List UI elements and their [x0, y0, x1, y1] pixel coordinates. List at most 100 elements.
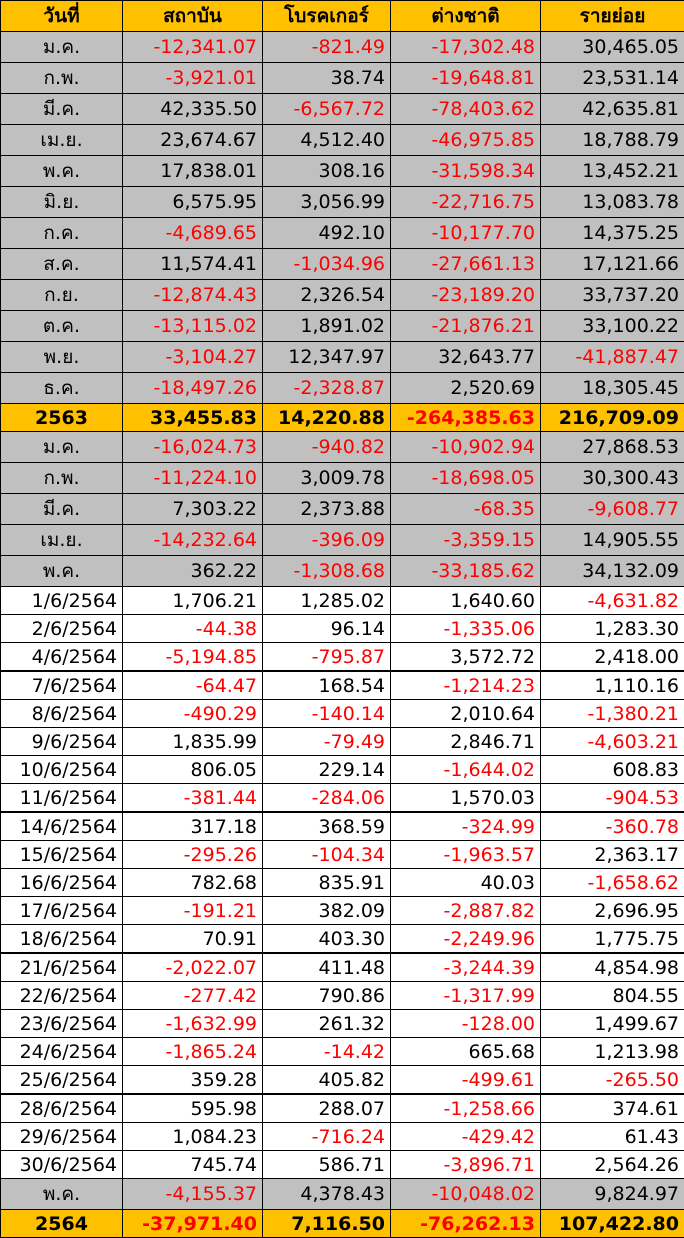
cell-foreign: -1,963.57 — [391, 841, 541, 869]
cell-retail: 30,300.43 — [541, 463, 684, 494]
cell-broker: 403.30 — [263, 925, 391, 954]
cell-retail: 2,418.00 — [541, 643, 684, 672]
cell-date: 21/6/2564 — [1, 953, 123, 982]
cell-retail: 13,452.21 — [541, 156, 684, 187]
cell-retail: 33,737.20 — [541, 280, 684, 311]
header-retail: รายย่อย — [541, 1, 684, 32]
cell-date: 28/6/2564 — [1, 1094, 123, 1123]
cell-foreign: 1,570.03 — [391, 784, 541, 813]
cell-institution: -12,874.43 — [123, 280, 263, 311]
cell-broker: 168.54 — [263, 671, 391, 700]
cell-foreign: -3,244.39 — [391, 953, 541, 982]
cell-broker: -1,034.96 — [263, 249, 391, 280]
cell-foreign: -1,214.23 — [391, 671, 541, 700]
cell-institution: -3,921.01 — [123, 63, 263, 94]
cell-foreign: -324.99 — [391, 812, 541, 841]
cell-foreign: -21,876.21 — [391, 311, 541, 342]
cell-retail: 608.83 — [541, 756, 684, 784]
cell-date: มิ.ย. — [1, 187, 123, 218]
cell-date: พ.ค. — [1, 1179, 123, 1210]
cell-broker: -821.49 — [263, 32, 391, 63]
cell-institution: -18,497.26 — [123, 373, 263, 404]
cell-date: 24/6/2564 — [1, 1038, 123, 1066]
cell-institution: 806.05 — [123, 756, 263, 784]
cell-retail: -41,887.47 — [541, 342, 684, 373]
cell-institution: -16,024.73 — [123, 432, 263, 463]
cell-institution: -1,865.24 — [123, 1038, 263, 1066]
cell-retail: 13,083.78 — [541, 187, 684, 218]
cell-institution: -4,155.37 — [123, 1179, 263, 1210]
cell-broker: 368.59 — [263, 812, 391, 841]
header-foreign: ต่างชาติ — [391, 1, 541, 32]
cell-foreign: -2,249.96 — [391, 925, 541, 954]
cell-retail: 107,422.80 — [541, 1210, 684, 1238]
cell-retail: 1,213.98 — [541, 1038, 684, 1066]
cell-institution: 1,706.21 — [123, 587, 263, 615]
cell-date: มี.ค. — [1, 94, 123, 125]
cell-broker: 790.86 — [263, 982, 391, 1010]
cell-broker: -140.14 — [263, 700, 391, 728]
cell-foreign: -429.42 — [391, 1123, 541, 1151]
cell-foreign: -31,598.34 — [391, 156, 541, 187]
cell-institution: -381.44 — [123, 784, 263, 813]
cell-broker: 308.16 — [263, 156, 391, 187]
cell-broker: 96.14 — [263, 615, 391, 643]
cell-institution: -13,115.02 — [123, 311, 263, 342]
cell-retail: -1,380.21 — [541, 700, 684, 728]
cell-foreign: -499.61 — [391, 1066, 541, 1095]
cell-institution: 362.22 — [123, 556, 263, 587]
cell-retail: -904.53 — [541, 784, 684, 813]
cell-institution: -1,632.99 — [123, 1010, 263, 1038]
cell-institution: -11,224.10 — [123, 463, 263, 494]
cell-broker: -284.06 — [263, 784, 391, 813]
cell-retail: 216,709.09 — [541, 404, 684, 432]
cell-institution: 1,835.99 — [123, 728, 263, 756]
cell-broker: 2,326.54 — [263, 280, 391, 311]
cell-retail: 804.55 — [541, 982, 684, 1010]
cell-broker: -104.34 — [263, 841, 391, 869]
cell-institution: -64.47 — [123, 671, 263, 700]
cell-date: 10/6/2564 — [1, 756, 123, 784]
cell-retail: 1,499.67 — [541, 1010, 684, 1038]
cell-date: ก.พ. — [1, 63, 123, 94]
cell-retail: 374.61 — [541, 1094, 684, 1123]
cell-foreign: -3,359.15 — [391, 525, 541, 556]
cell-institution: 17,838.01 — [123, 156, 263, 187]
cell-foreign: -1,258.66 — [391, 1094, 541, 1123]
cell-date: ส.ค. — [1, 249, 123, 280]
cell-foreign: 2,010.64 — [391, 700, 541, 728]
cell-institution: -191.21 — [123, 897, 263, 925]
cell-retail: 2,363.17 — [541, 841, 684, 869]
cell-foreign: -76,262.13 — [391, 1210, 541, 1238]
cell-institution: 70.91 — [123, 925, 263, 954]
cell-foreign: -22,716.75 — [391, 187, 541, 218]
cell-retail: 42,635.81 — [541, 94, 684, 125]
header-row: วันที่ สถาบัน โบรคเกอร์ ต่างชาติ รายย่อย — [1, 1, 684, 32]
cell-broker: -795.87 — [263, 643, 391, 672]
cell-broker: 1,891.02 — [263, 311, 391, 342]
cell-broker: 14,220.88 — [263, 404, 391, 432]
cell-date: 18/6/2564 — [1, 925, 123, 954]
cell-foreign: 2,846.71 — [391, 728, 541, 756]
cell-institution: -12,341.07 — [123, 32, 263, 63]
cell-institution: 23,674.67 — [123, 125, 263, 156]
cell-institution: 359.28 — [123, 1066, 263, 1095]
cell-institution: -3,104.27 — [123, 342, 263, 373]
cell-foreign: 2,520.69 — [391, 373, 541, 404]
cell-foreign: 40.03 — [391, 869, 541, 897]
